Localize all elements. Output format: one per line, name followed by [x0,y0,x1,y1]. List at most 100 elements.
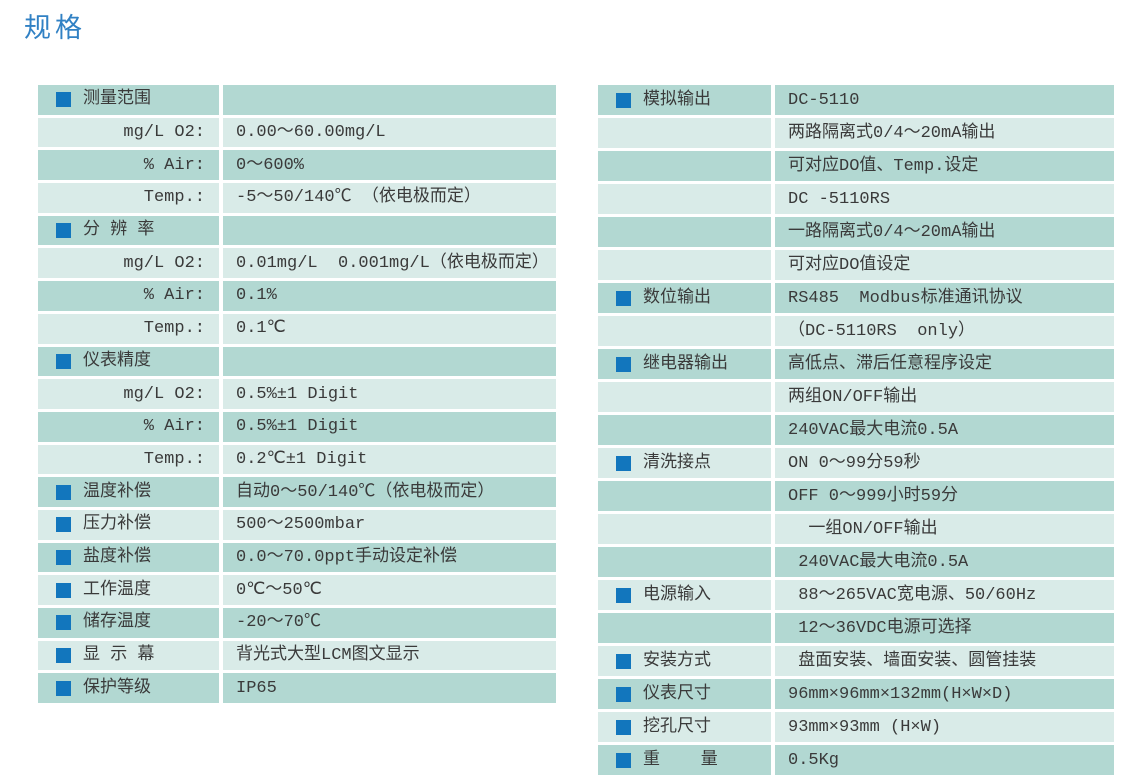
spec-label-cell: mg/L O2: [38,379,219,409]
section-bullet-icon [56,615,71,631]
spec-label: 仪表精度 [83,351,151,371]
section-bullet-icon [56,648,71,664]
spec-row: 储存温度 -20～70℃ [38,608,556,638]
spec-row: 240VAC最大电流0.5A [598,547,1114,577]
spec-row: Temp.: 0.2℃±1 Digit [38,444,556,475]
spec-label: 盐度补偿 [83,547,151,567]
spec-value: 240VAC最大电流0.5A [775,415,1114,445]
spec-label-cell: 显 示 幕 [38,640,219,671]
spec-value: 0.5%±1 Digit [223,411,556,442]
spec-value: 0.5%±1 Digit [223,379,556,409]
spec-label-cell: % Air: [38,411,219,442]
spec-label-cell: 储存温度 [38,608,219,638]
spec-value: 0℃～50℃ [223,575,556,605]
spec-label-cell: 保护等级 [38,673,219,704]
spec-label: mg/L O2: [123,384,205,404]
spec-label: 测量范围 [83,90,151,110]
spec-row: 一组ON/OFF输出 [598,514,1114,544]
spec-value: OFF 0～999小时59分 [775,481,1114,511]
spec-label-cell [598,316,771,346]
spec-label-cell: mg/L O2: [38,248,219,279]
spec-value: 88～265VAC宽电源、50/60Hz [775,580,1114,610]
spec-label-cell: 数位输出 [598,283,771,313]
spec-value: DC-5110 [775,85,1114,115]
spec-value: 96mm×96mm×132mm(H×W×D) [775,679,1114,709]
spec-row: 测量范围 [38,85,556,115]
spec-row: 两路隔离式0/4～20mA输出 [598,118,1114,148]
spec-row: 电源输入 88～265VAC宽电源、50/60Hz [598,580,1114,610]
spec-value: 0.0～70.0ppt手动设定补偿 [223,542,556,573]
spec-label: 重 量 [643,750,718,770]
spec-label: mg/L O2: [123,253,205,273]
spec-label-cell: 分 辨 率 [38,215,219,246]
spec-value: 12～36VDC电源可选择 [775,613,1114,643]
spec-value: 一组ON/OFF输出 [775,514,1114,544]
spec-row: 压力补偿 500～2500mbar [38,509,556,540]
section-bullet-icon [56,92,71,108]
spec-row: 模拟输出 DC-5110 [598,85,1114,115]
spec-label-cell: 清洗接点 [598,448,771,478]
spec-label: 安装方式 [643,651,711,671]
spec-label: 模拟输出 [643,90,711,110]
spec-row: mg/L O2: 0.00～60.00mg/L [38,117,556,148]
spec-value: 0.1℃ [223,313,556,344]
spec-value: 0.1% [223,281,556,311]
spec-label: 数位输出 [643,288,711,308]
spec-value: 两路隔离式0/4～20mA输出 [775,118,1114,148]
section-bullet-icon [56,223,71,239]
spec-table-right: 模拟输出 DC-5110 两路隔离式0/4～20mA输出 可对应DO值、Temp… [598,85,1114,775]
spec-row: % Air: 0～600% [38,150,556,181]
spec-value: 240VAC最大电流0.5A [775,547,1114,577]
spec-label: 清洗接点 [643,453,711,473]
section-bullet-icon [616,356,631,372]
spec-row: （DC-5110RS only） [598,316,1114,346]
spec-label-cell [598,613,771,643]
spec-value: 两组ON/OFF输出 [775,382,1114,412]
spec-label: 仪表尺寸 [643,684,711,704]
spec-label-cell [598,547,771,577]
section-bullet-icon [56,680,71,696]
spec-label: 工作温度 [83,580,151,600]
spec-table-left: 测量范围 mg/L O2: 0.00～60.00mg/L % Air: 0～60… [38,85,556,704]
spec-value: 0.5Kg [775,745,1114,775]
spec-value: RS485 Modbus标准通讯协议 [775,283,1114,313]
spec-label: 温度补偿 [83,482,151,502]
page-title: 规格 [24,13,86,43]
spec-value: -20～70℃ [223,608,556,638]
spec-label-cell: 重 量 [598,745,771,775]
spec-label: 挖孔尺寸 [643,717,711,737]
spec-label-cell: 温度补偿 [38,477,219,507]
spec-label-cell: Temp.: [38,183,219,213]
spec-label-cell: 继电器输出 [598,349,771,379]
spec-label-cell [598,481,771,511]
spec-value: 0～600% [223,150,556,181]
spec-row: 温度补偿 自动0～50/140℃（依电极而定） [38,477,556,507]
spec-value: IP65 [223,673,556,704]
spec-label-cell [598,250,771,280]
spec-label: % Air: [143,417,205,437]
spec-value: DC -5110RS [775,184,1114,214]
spec-row: 保护等级 IP65 [38,673,556,704]
spec-value [223,85,556,115]
section-bullet-icon [616,290,631,306]
spec-row: 显 示 幕 背光式大型LCM图文显示 [38,640,556,671]
spec-label: % Air: [143,155,205,175]
spec-label: 继电器输出 [643,354,728,374]
section-bullet-icon [56,582,71,598]
spec-label: % Air: [143,286,205,306]
spec-label-cell: 挖孔尺寸 [598,712,771,742]
spec-row: mg/L O2: 0.01mg/L 0.001mg/L（依电极而定） [38,248,556,279]
spec-label-cell: 安装方式 [598,646,771,676]
spec-label-cell: 盐度补偿 [38,542,219,573]
spec-label-cell: 模拟输出 [598,85,771,115]
section-bullet-icon [616,587,631,603]
spec-row: 分 辨 率 [38,215,556,246]
spec-value [223,215,556,246]
spec-row: % Air: 0.1% [38,281,556,311]
spec-row: 工作温度 0℃～50℃ [38,575,556,605]
spec-value: 背光式大型LCM图文显示 [223,640,556,671]
section-bullet-icon [616,455,631,471]
spec-row: 安装方式 盘面安装、墙面安装、圆管挂装 [598,646,1114,676]
spec-label-cell: 仪表精度 [38,346,219,377]
spec-value [223,346,556,377]
